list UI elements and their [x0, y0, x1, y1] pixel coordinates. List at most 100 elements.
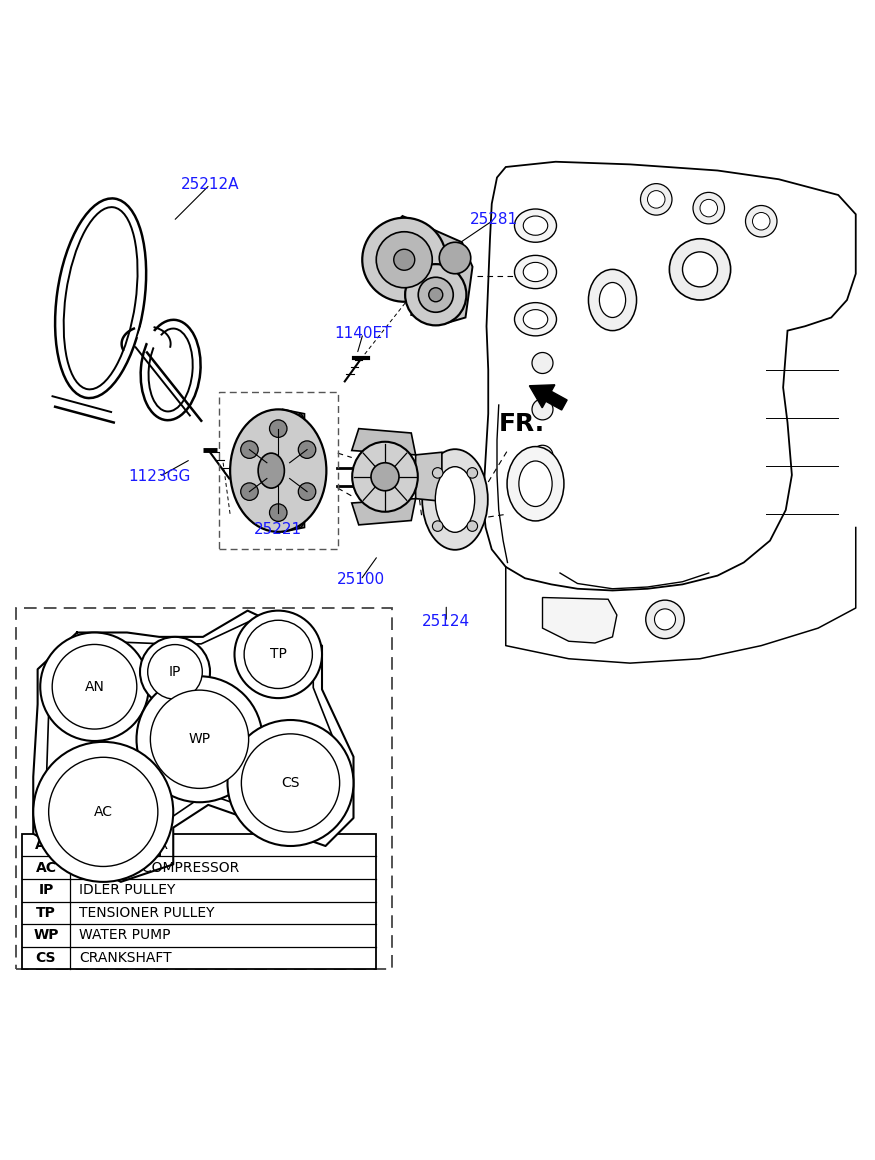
Text: 1123GG: 1123GG — [128, 470, 191, 484]
Polygon shape — [33, 610, 354, 882]
Polygon shape — [416, 452, 442, 501]
Circle shape — [136, 676, 262, 803]
Circle shape — [700, 200, 717, 217]
Circle shape — [669, 239, 731, 300]
Ellipse shape — [55, 198, 146, 398]
Ellipse shape — [523, 216, 548, 235]
Polygon shape — [381, 216, 472, 324]
FancyBboxPatch shape — [16, 608, 392, 970]
Circle shape — [33, 742, 173, 882]
Text: 25221: 25221 — [255, 522, 303, 537]
Text: IDLER PULLEY: IDLER PULLEY — [79, 883, 175, 898]
Ellipse shape — [599, 283, 626, 318]
Circle shape — [270, 503, 287, 521]
Circle shape — [418, 277, 453, 312]
Circle shape — [298, 483, 316, 500]
Circle shape — [241, 441, 258, 458]
Ellipse shape — [352, 442, 418, 512]
Text: TENSIONER PULLEY: TENSIONER PULLEY — [79, 906, 214, 920]
Ellipse shape — [523, 310, 548, 329]
Circle shape — [654, 609, 676, 630]
FancyBboxPatch shape — [22, 834, 376, 970]
Circle shape — [429, 288, 443, 302]
Circle shape — [270, 420, 287, 437]
Circle shape — [362, 218, 446, 302]
Circle shape — [405, 264, 466, 325]
Ellipse shape — [291, 414, 309, 528]
Circle shape — [467, 467, 478, 478]
Text: WATER PUMP: WATER PUMP — [79, 928, 171, 942]
Text: CS: CS — [281, 776, 300, 790]
Circle shape — [234, 610, 322, 698]
Circle shape — [150, 690, 248, 789]
Text: AC: AC — [94, 805, 113, 819]
Circle shape — [682, 252, 717, 287]
Polygon shape — [352, 499, 416, 524]
Circle shape — [140, 637, 210, 706]
Text: IP: IP — [38, 883, 53, 898]
Ellipse shape — [519, 461, 552, 507]
Circle shape — [376, 232, 432, 288]
Text: AN: AN — [35, 838, 57, 853]
Circle shape — [52, 645, 136, 730]
Text: 1140ET: 1140ET — [334, 326, 392, 341]
Circle shape — [244, 621, 312, 689]
Text: ALTERNATOR: ALTERNATOR — [79, 838, 169, 853]
Polygon shape — [352, 429, 416, 455]
Ellipse shape — [141, 320, 200, 420]
Ellipse shape — [507, 447, 564, 521]
Text: 25100: 25100 — [336, 573, 385, 587]
Circle shape — [532, 353, 553, 374]
Polygon shape — [483, 161, 856, 590]
Ellipse shape — [514, 255, 556, 289]
Text: AN: AN — [85, 680, 104, 694]
Circle shape — [439, 242, 471, 274]
Circle shape — [148, 645, 202, 699]
Text: CS: CS — [36, 951, 56, 965]
FancyArrow shape — [529, 385, 567, 409]
Circle shape — [394, 249, 415, 270]
Circle shape — [242, 734, 340, 832]
Circle shape — [648, 190, 665, 208]
Polygon shape — [542, 597, 617, 643]
Circle shape — [693, 193, 724, 224]
Text: WP: WP — [188, 732, 211, 746]
Circle shape — [298, 441, 316, 458]
Circle shape — [532, 399, 553, 420]
Text: AIR CON COMPRESSOR: AIR CON COMPRESSOR — [79, 861, 239, 875]
Ellipse shape — [423, 449, 488, 550]
Circle shape — [49, 757, 158, 867]
Text: 25281: 25281 — [471, 212, 518, 227]
Text: TP: TP — [36, 906, 56, 920]
Text: IP: IP — [169, 665, 181, 679]
Text: WP: WP — [33, 928, 59, 942]
Ellipse shape — [514, 209, 556, 242]
Ellipse shape — [589, 269, 637, 331]
Text: 25212A: 25212A — [181, 177, 239, 193]
Ellipse shape — [64, 208, 137, 390]
Circle shape — [241, 483, 258, 500]
Circle shape — [532, 445, 553, 466]
Circle shape — [646, 600, 684, 639]
Text: AC: AC — [36, 861, 57, 875]
Circle shape — [371, 463, 399, 491]
Circle shape — [228, 720, 354, 846]
Text: 25124: 25124 — [423, 615, 471, 630]
Circle shape — [752, 212, 770, 230]
Polygon shape — [283, 409, 304, 532]
Circle shape — [432, 467, 443, 478]
Text: CRANKSHAFT: CRANKSHAFT — [79, 951, 172, 965]
Circle shape — [640, 183, 672, 215]
Circle shape — [467, 521, 478, 531]
Ellipse shape — [149, 328, 192, 412]
Polygon shape — [138, 325, 184, 363]
Ellipse shape — [258, 454, 284, 488]
Ellipse shape — [436, 466, 475, 532]
Text: FR.: FR. — [499, 412, 545, 436]
Ellipse shape — [230, 409, 326, 532]
Circle shape — [432, 521, 443, 531]
Ellipse shape — [523, 262, 548, 282]
Circle shape — [40, 632, 149, 741]
Circle shape — [746, 205, 777, 237]
Ellipse shape — [514, 303, 556, 336]
